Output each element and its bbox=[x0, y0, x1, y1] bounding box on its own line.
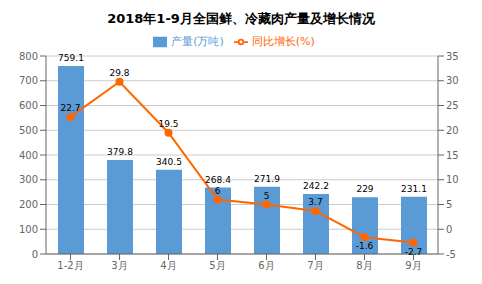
svg-text:1-2月: 1-2月 bbox=[57, 260, 83, 271]
svg-text:400: 400 bbox=[19, 150, 38, 161]
svg-text:500: 500 bbox=[19, 125, 38, 136]
html-text:产量(万吨): 产量(万吨) bbox=[171, 35, 224, 48]
svg-text:9月: 9月 bbox=[405, 260, 421, 271]
svg-text:0: 0 bbox=[446, 224, 452, 235]
svg-text:5月: 5月 bbox=[209, 260, 225, 271]
svg-text:759.1: 759.1 bbox=[58, 53, 84, 63]
svg-text:10: 10 bbox=[446, 174, 459, 185]
svg-text:35: 35 bbox=[446, 51, 459, 62]
svg-text:22.7: 22.7 bbox=[60, 103, 80, 113]
svg-text:-2.7: -2.7 bbox=[405, 247, 423, 257]
svg-text:100: 100 bbox=[19, 224, 38, 235]
svg-text:30: 30 bbox=[446, 75, 459, 86]
svg-text:3月: 3月 bbox=[111, 260, 127, 271]
svg-text:-1.6: -1.6 bbox=[356, 241, 374, 251]
svg-text:25: 25 bbox=[446, 100, 459, 111]
svg-text:800: 800 bbox=[19, 51, 38, 62]
svg-text:200: 200 bbox=[19, 199, 38, 210]
svg-text:600: 600 bbox=[19, 100, 38, 111]
svg-text:242.2: 242.2 bbox=[303, 181, 329, 191]
svg-text:231.1: 231.1 bbox=[401, 184, 427, 194]
svg-text:271.9: 271.9 bbox=[254, 174, 280, 184]
svg-text:6月: 6月 bbox=[258, 260, 274, 271]
svg-text:229: 229 bbox=[356, 184, 373, 194]
svg-text:3.7: 3.7 bbox=[308, 197, 322, 207]
svg-text:0: 0 bbox=[32, 249, 38, 260]
svg-text:700: 700 bbox=[19, 75, 38, 86]
svg-text:5: 5 bbox=[264, 191, 270, 201]
svg-text:268.4: 268.4 bbox=[205, 175, 231, 185]
svg-text:29.8: 29.8 bbox=[109, 68, 129, 78]
html-text:同比增长(%): 同比增长(%) bbox=[251, 35, 315, 48]
svg-text:20: 20 bbox=[446, 125, 459, 136]
svg-text:5: 5 bbox=[446, 199, 452, 210]
svg-text:7月: 7月 bbox=[307, 260, 323, 271]
svg-text:6: 6 bbox=[215, 186, 221, 196]
svg-text:340.5: 340.5 bbox=[156, 157, 182, 167]
svg-text:300: 300 bbox=[19, 174, 38, 185]
svg-text:19.5: 19.5 bbox=[158, 119, 178, 129]
svg-text:379.8: 379.8 bbox=[107, 147, 133, 157]
html-text:2018年1-9月全国鲜、冷藏肉产量及增长情况: 2018年1-9月全国鲜、冷藏肉产量及增长情况 bbox=[107, 11, 375, 26]
svg-text:8月: 8月 bbox=[356, 260, 372, 271]
svg-text:4月: 4月 bbox=[160, 260, 176, 271]
svg-text:15: 15 bbox=[446, 150, 459, 161]
svg-text:-5: -5 bbox=[446, 249, 456, 260]
